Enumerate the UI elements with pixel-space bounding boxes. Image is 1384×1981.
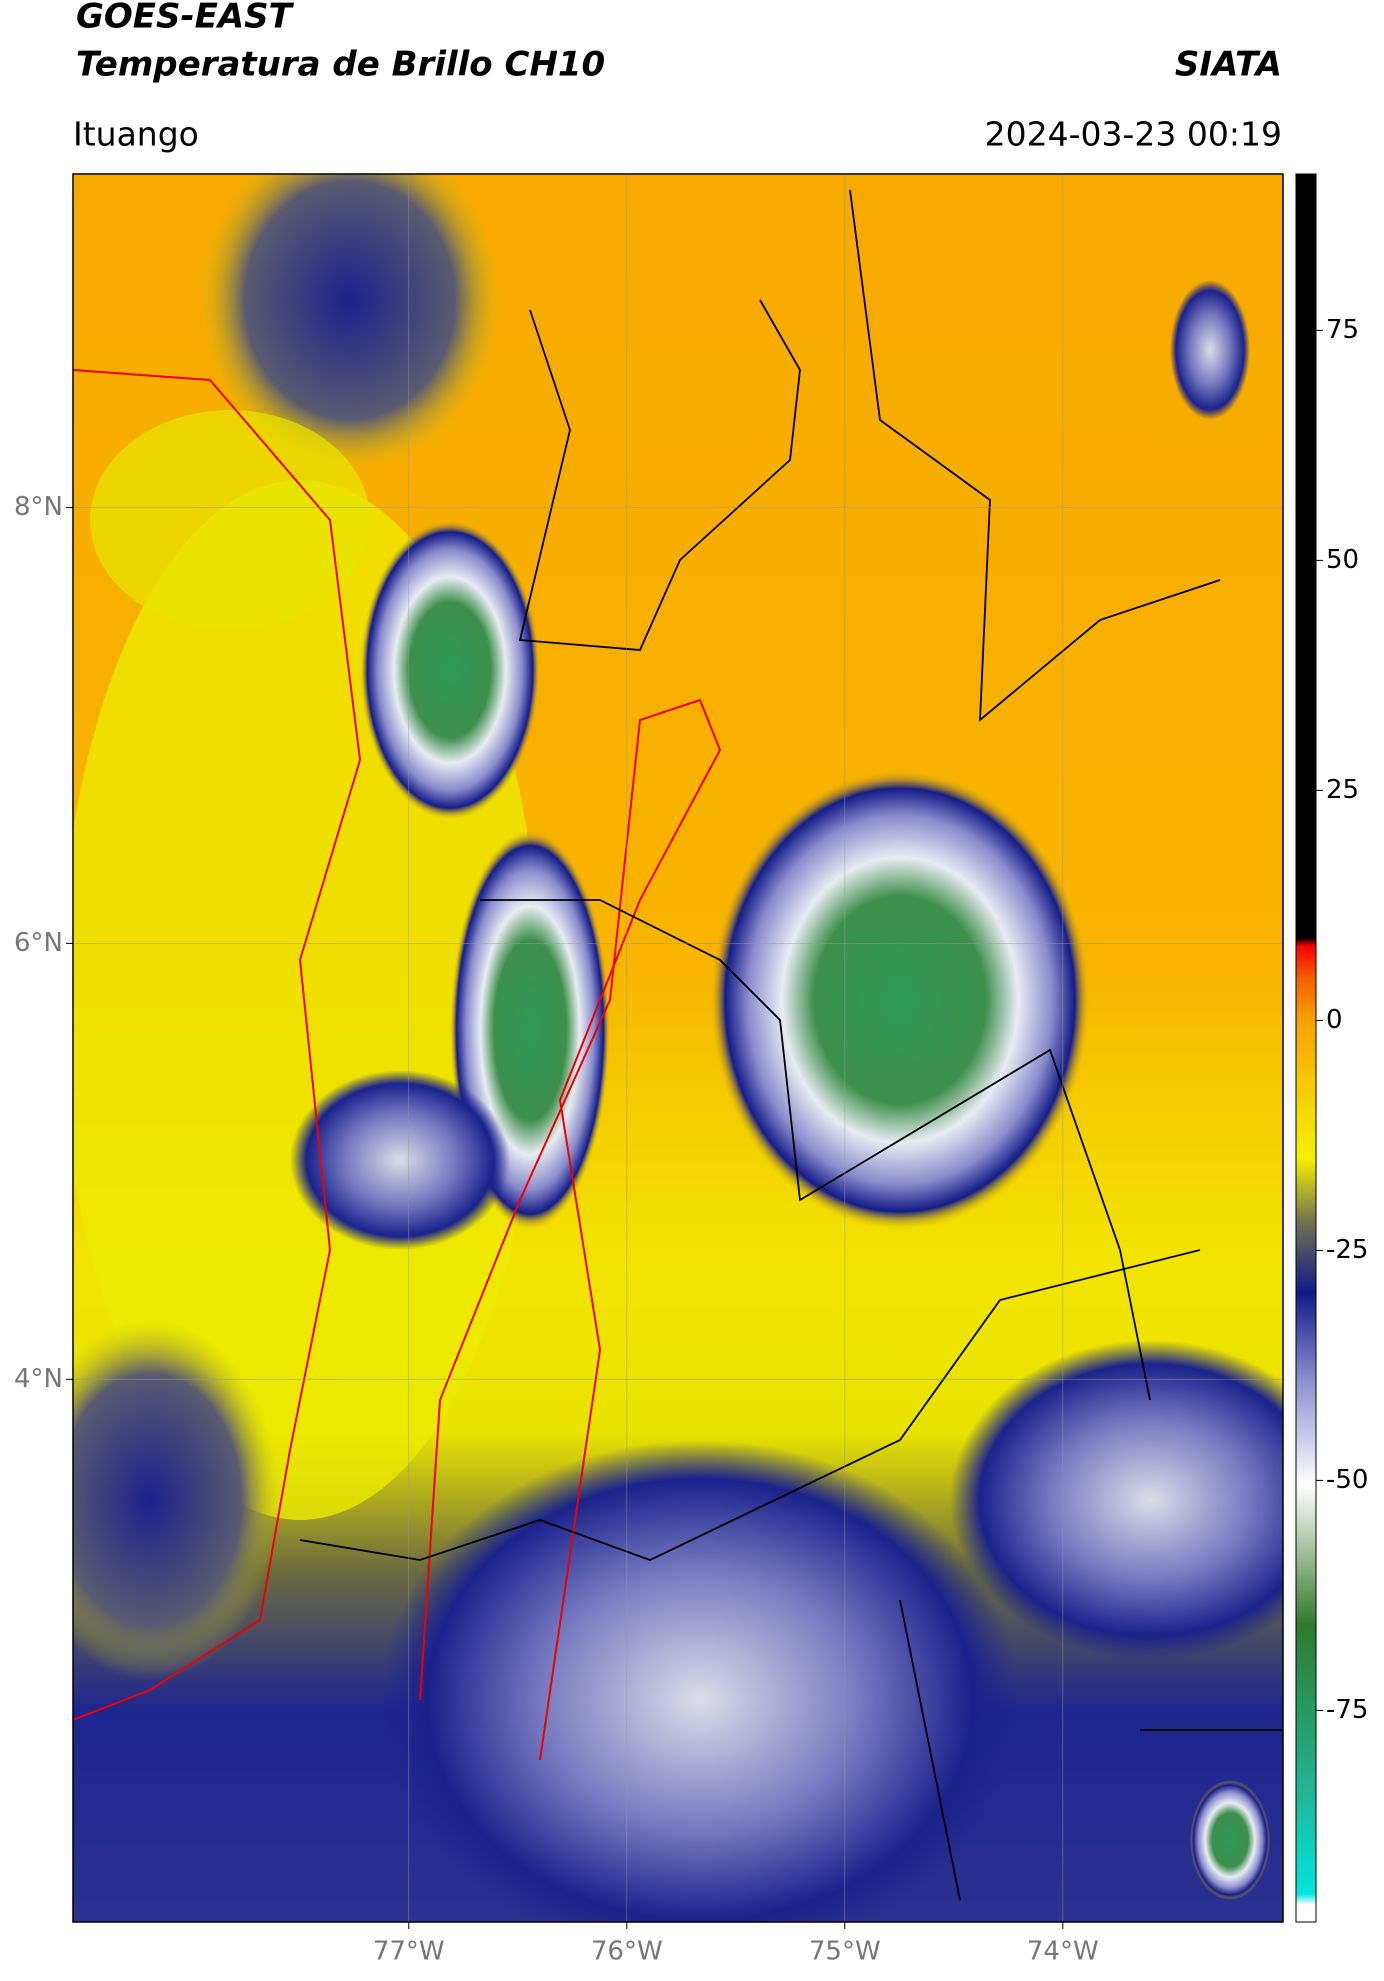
map-frame [72, 173, 1284, 1923]
brand: SIATA [1175, 45, 1282, 85]
x-tick-label: 75°W [809, 1937, 881, 1967]
colorbar [1295, 173, 1317, 1923]
y-tick-label: 6°N [14, 928, 63, 958]
colorbar-tick-label: -25 [1326, 1235, 1368, 1265]
datetime: 2024-03-23 00:19 [985, 115, 1282, 154]
subtitle: Temperatura de Brillo CH10 [76, 45, 605, 85]
y-tick-label: 4°N [14, 1364, 63, 1394]
colorbar-tick-label: 75 [1326, 315, 1359, 345]
x-tick-label: 77°W [373, 1937, 445, 1967]
colorbar-tick-label: 0 [1326, 1005, 1343, 1035]
map-image [73, 174, 1283, 1922]
colorbar-tick-label: -50 [1326, 1465, 1368, 1495]
colorbar-tick-label: 50 [1326, 545, 1359, 575]
location: Ituango [73, 115, 199, 154]
colorbar-tick-label: 25 [1326, 775, 1359, 805]
x-tick-label: 74°W [1027, 1937, 1099, 1967]
colorbar-tick-label: -75 [1326, 1695, 1368, 1725]
y-tick-label: 8°N [14, 492, 63, 522]
x-tick-label: 76°W [591, 1937, 663, 1967]
title: GOES-EAST [76, 0, 295, 37]
grid [73, 174, 1283, 1922]
